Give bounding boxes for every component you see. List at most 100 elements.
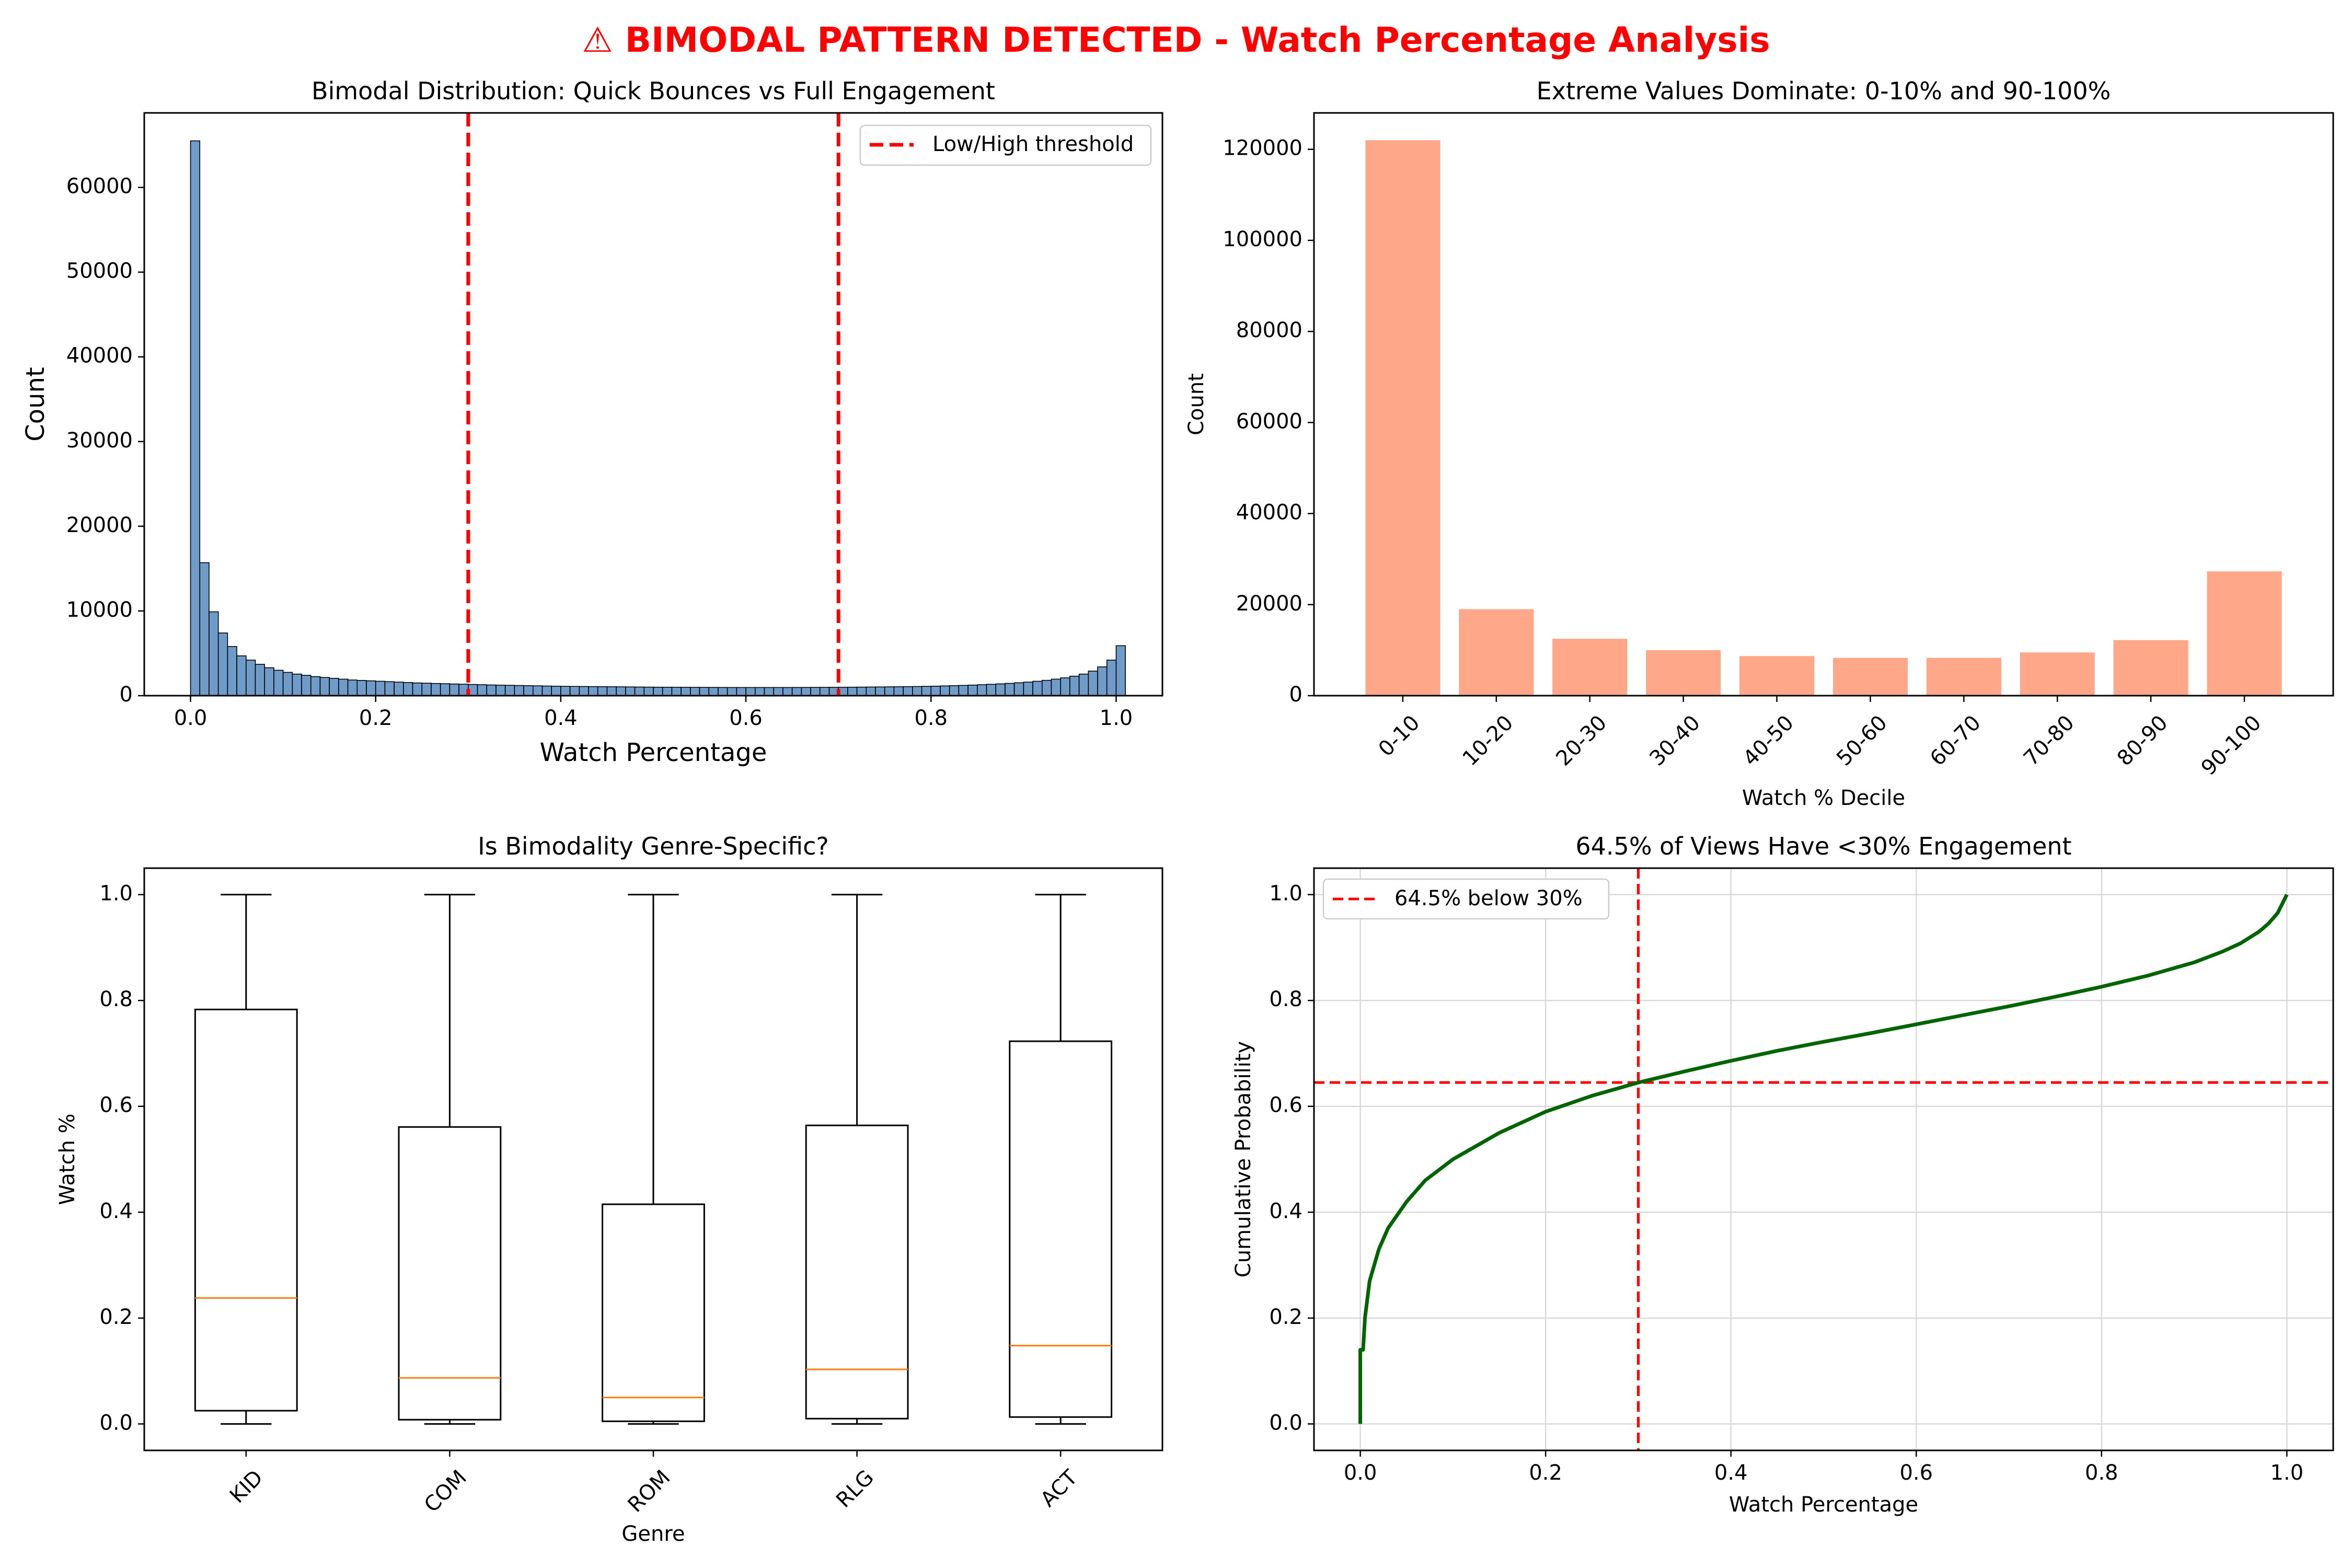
histogram-bar [995, 683, 1006, 696]
chart-title: Is Bimodality Genre-Specific? [478, 832, 829, 860]
y-tick-label: 100000 [1223, 227, 1302, 251]
y-tick-label: 20000 [66, 513, 133, 537]
x-tick-label: 60-70 [1926, 711, 1986, 771]
histogram-panel: 0 10000 20000 30000 40000 50000 60000 0.0 0.2 0.4… [21, 77, 1163, 767]
x-axis-label: Watch Percentage [540, 738, 767, 767]
histogram-bar [847, 686, 858, 696]
histogram-bar [699, 687, 710, 696]
histogram-bar [782, 687, 793, 696]
histogram-bar [921, 686, 932, 696]
legend-label: Low/High threshold [932, 132, 1134, 156]
legend: Low/High threshold [859, 124, 1152, 166]
y-tick-label: 0.0 [99, 1411, 133, 1435]
plot-frame [1313, 867, 2334, 1451]
plot-frame [1313, 112, 2334, 697]
decile-bar [2020, 652, 2095, 696]
histogram-bar [977, 684, 987, 696]
histogram-bar [949, 685, 960, 696]
histogram-bar [209, 611, 219, 696]
y-tick-label: 0.4 [99, 1199, 133, 1223]
histogram-bar [1051, 678, 1062, 696]
decile-bar [1646, 650, 1721, 696]
histogram-bar [690, 687, 700, 696]
histogram-bar [671, 687, 682, 696]
y-tick-label: 0.0 [1269, 1411, 1302, 1435]
ecdf-line [1358, 894, 2289, 1424]
histogram-bar [884, 686, 895, 696]
x-tick-label: 90-100 [2197, 711, 2266, 780]
y-tick-label: 20000 [1236, 592, 1302, 616]
x-tick-label: 0.2 [1529, 1461, 1562, 1485]
x-tick-label: 0-10 [1374, 711, 1425, 762]
x-tick-label: 30-40 [1645, 711, 1705, 771]
x-tick-label: ROM [624, 1466, 675, 1517]
x-tick-label: 20-30 [1551, 711, 1611, 771]
genre-boxplot-panel: 0.0 0.2 0.4 0.6 0.8 1.0 KID COM ROM RLG ACT Is Bimo… [55, 832, 1163, 1546]
decile-bar [1365, 140, 1440, 696]
x-tick-label: 80-90 [2113, 711, 2173, 771]
figure-title: ⚠ BIMODAL PATTERN DETECTED - Watch Perce… [582, 20, 1770, 60]
y-tick-label: 1.0 [99, 882, 133, 906]
histogram-bar [504, 685, 515, 696]
histogram-bar [514, 685, 524, 696]
y-tick-label: 0 [1289, 683, 1302, 707]
plot-frame [143, 112, 1163, 697]
decile-bar [2113, 640, 2188, 696]
histogram-bar [255, 664, 266, 696]
histogram-bar [477, 684, 488, 696]
histogram-bar [727, 687, 737, 696]
histogram-bar [1032, 681, 1043, 696]
histogram-bar [523, 685, 534, 696]
histogram-bar [560, 686, 571, 696]
histogram-bar [718, 687, 728, 696]
box-act [1009, 894, 1113, 1425]
x-tick-label: RLG [832, 1466, 879, 1513]
histogram-bar [643, 686, 654, 696]
x-tick-label: COM [420, 1466, 471, 1517]
histogram-bar [1088, 671, 1098, 696]
chart-title: 64.5% of Views Have <30% Engagement [1575, 832, 2071, 860]
decile-bar [1926, 658, 2001, 696]
histogram-bar [1060, 677, 1070, 696]
histogram-bar [773, 687, 783, 696]
y-tick-label: 1.0 [1269, 882, 1302, 906]
histogram-bar [495, 685, 506, 696]
y-tick-label: 40000 [1236, 501, 1302, 525]
x-tick-label: 40-50 [1738, 711, 1798, 771]
histogram-bar [273, 670, 284, 696]
histogram-bar [356, 680, 367, 696]
histogram-bar [449, 683, 459, 696]
histogram-bar [329, 677, 339, 696]
x-tick-label: 0.4 [1714, 1461, 1748, 1485]
histogram-bar [384, 681, 395, 696]
x-axis-label: Watch % Decile [1742, 786, 1905, 810]
histogram-bar [301, 675, 312, 696]
x-tick-label: 0.4 [544, 706, 578, 730]
histogram-bar [893, 686, 904, 696]
histogram-bar [681, 687, 691, 696]
decile-bar [1459, 609, 1534, 696]
x-tick-label: 50-60 [1832, 711, 1892, 771]
decile-bar [2207, 571, 2282, 696]
histogram-bar [217, 632, 228, 696]
x-tick-label: KID [225, 1466, 268, 1508]
decile-bar [1739, 656, 1815, 696]
histogram-bar [394, 682, 404, 696]
histogram-bar [1013, 682, 1024, 696]
chart-title: Bimodal Distribution: Quick Bounces vs F… [312, 77, 995, 105]
histogram-bar [616, 686, 626, 696]
histogram-bar [1078, 673, 1089, 696]
histogram-bar [412, 682, 423, 696]
legend-box [859, 124, 1152, 166]
y-tick-label: 0.2 [1269, 1305, 1302, 1329]
histogram-bar [653, 686, 663, 696]
x-tick-label: 10-20 [1458, 711, 1518, 771]
histogram-bar [903, 686, 913, 696]
y-axis-label: Count [21, 367, 50, 442]
y-axis-label: Watch % [55, 1113, 79, 1205]
y-tick-label: 0 [120, 683, 133, 707]
histogram-bar [236, 655, 247, 696]
histogram-bar [431, 683, 441, 696]
histogram-bar [801, 687, 811, 696]
chart-title: Extreme Values Dominate: 0-10% and 90-10… [1537, 77, 2111, 105]
